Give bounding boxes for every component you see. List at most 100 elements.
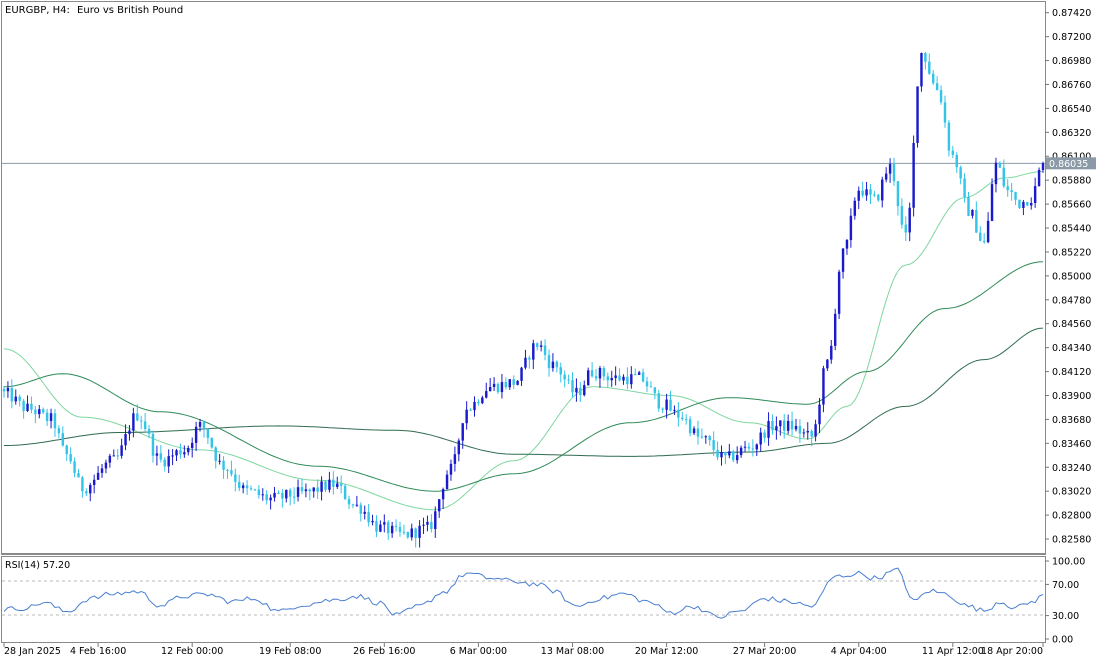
candle-body bbox=[1014, 192, 1017, 200]
candle-body bbox=[116, 455, 119, 457]
candle-body bbox=[465, 409, 468, 424]
candle-body bbox=[457, 440, 461, 455]
candle-body bbox=[967, 196, 970, 216]
candle-body bbox=[783, 420, 786, 431]
candle-body bbox=[618, 375, 621, 381]
candle-body bbox=[916, 86, 919, 143]
candle-body bbox=[657, 393, 660, 409]
candle-body bbox=[22, 400, 25, 411]
candle-body bbox=[124, 434, 127, 446]
candle-body bbox=[190, 442, 194, 448]
candle-body bbox=[877, 194, 880, 201]
candle-body bbox=[841, 248, 845, 272]
candle-body bbox=[500, 382, 504, 393]
candle-body bbox=[281, 492, 284, 499]
candle-body bbox=[206, 428, 210, 439]
candle-body bbox=[979, 232, 982, 241]
time-tick-label: 20 Mar 12:00 bbox=[635, 646, 698, 657]
candle-body bbox=[728, 451, 731, 456]
time-tick-label: 19 Feb 08:00 bbox=[259, 646, 321, 657]
candle-body bbox=[528, 357, 531, 360]
candle-body bbox=[92, 479, 96, 486]
candle-body bbox=[296, 487, 300, 497]
candle-body bbox=[677, 409, 680, 418]
price-tick-label: 0.83460 bbox=[1052, 439, 1091, 450]
time-axis[interactable]: 28 Jan 2025 4 Feb 16:00 12 Feb 00:00 19 Feb… bbox=[3, 643, 1044, 657]
candle-body bbox=[473, 401, 476, 411]
candle-body bbox=[343, 485, 347, 500]
candle-body bbox=[434, 511, 437, 530]
candle-body bbox=[567, 379, 570, 381]
candle-body bbox=[822, 368, 825, 405]
rsi-series bbox=[3, 567, 1044, 619]
candle-body bbox=[394, 525, 398, 527]
candle-body bbox=[814, 424, 817, 437]
candle-body bbox=[1041, 163, 1045, 170]
candle-body bbox=[935, 83, 939, 91]
time-tick-label: 4 Feb 16:00 bbox=[70, 646, 126, 657]
rsi-axis: 100.00 70.00 30.00 0.00 bbox=[1045, 557, 1085, 646]
candle-body bbox=[57, 428, 61, 434]
current-price-tag-box bbox=[1046, 157, 1096, 170]
candle-body bbox=[406, 532, 410, 538]
candle-body bbox=[845, 240, 849, 249]
candle-body bbox=[755, 444, 758, 450]
candle-body bbox=[437, 499, 441, 512]
candle-body bbox=[884, 173, 888, 180]
candle-body bbox=[649, 386, 653, 388]
candle-body bbox=[704, 436, 708, 438]
candle-body bbox=[65, 445, 68, 455]
candle-body bbox=[1033, 186, 1037, 203]
candle-body bbox=[763, 432, 766, 438]
candle-body bbox=[833, 313, 837, 346]
candle-body bbox=[1026, 202, 1029, 206]
candle-body bbox=[136, 413, 139, 421]
candle-body bbox=[634, 374, 637, 376]
time-tick-label: 27 Mar 20:00 bbox=[733, 646, 796, 657]
candle-body bbox=[955, 155, 958, 168]
time-tick-label: 4 Apr 04:00 bbox=[831, 646, 887, 657]
candle-body bbox=[85, 491, 88, 494]
candle-body bbox=[798, 425, 802, 434]
price-tick-label: 0.87420 bbox=[1052, 8, 1091, 19]
candle-body bbox=[320, 481, 323, 492]
candle-body bbox=[187, 447, 190, 453]
candle-body bbox=[939, 90, 943, 103]
candle-body bbox=[453, 454, 457, 464]
candle-body bbox=[371, 520, 374, 523]
candle-body bbox=[700, 436, 704, 438]
candle-body bbox=[469, 409, 472, 411]
candle-body bbox=[888, 164, 892, 174]
candle-body bbox=[445, 474, 449, 490]
price-axis[interactable]: 0.87420 0.87200 0.86980 0.86760 0.86540 0.863… bbox=[1045, 8, 1091, 546]
candle-body bbox=[53, 413, 57, 429]
candle-body bbox=[688, 419, 692, 434]
price-tick-label: 0.85660 bbox=[1052, 200, 1091, 211]
candle-body bbox=[210, 438, 214, 448]
candle-body bbox=[790, 420, 794, 430]
candle-body bbox=[1018, 199, 1021, 208]
main-chart-frame bbox=[1, 1, 1046, 554]
candle-body bbox=[1022, 202, 1025, 208]
candle-body bbox=[112, 455, 115, 457]
candle-body bbox=[261, 494, 264, 496]
candle-body bbox=[508, 379, 511, 388]
candle-body bbox=[18, 396, 21, 401]
candle-body bbox=[179, 450, 182, 455]
price-tick-label: 0.82580 bbox=[1052, 535, 1091, 546]
candle-body bbox=[218, 460, 221, 462]
candle-body bbox=[10, 387, 14, 402]
candle-body bbox=[147, 428, 151, 434]
candle-body bbox=[426, 521, 429, 525]
price-tick-label: 0.85880 bbox=[1052, 176, 1091, 187]
candle-body bbox=[100, 468, 104, 473]
candle-body bbox=[300, 487, 304, 492]
candle-body bbox=[614, 375, 617, 378]
candle-body bbox=[226, 469, 229, 471]
candle-body bbox=[1006, 186, 1009, 191]
time-tick-label: 12 Feb 00:00 bbox=[161, 646, 223, 657]
candle-body bbox=[924, 53, 927, 62]
candle-body bbox=[951, 150, 955, 156]
candle-body bbox=[289, 489, 292, 497]
candle-body bbox=[516, 380, 519, 385]
